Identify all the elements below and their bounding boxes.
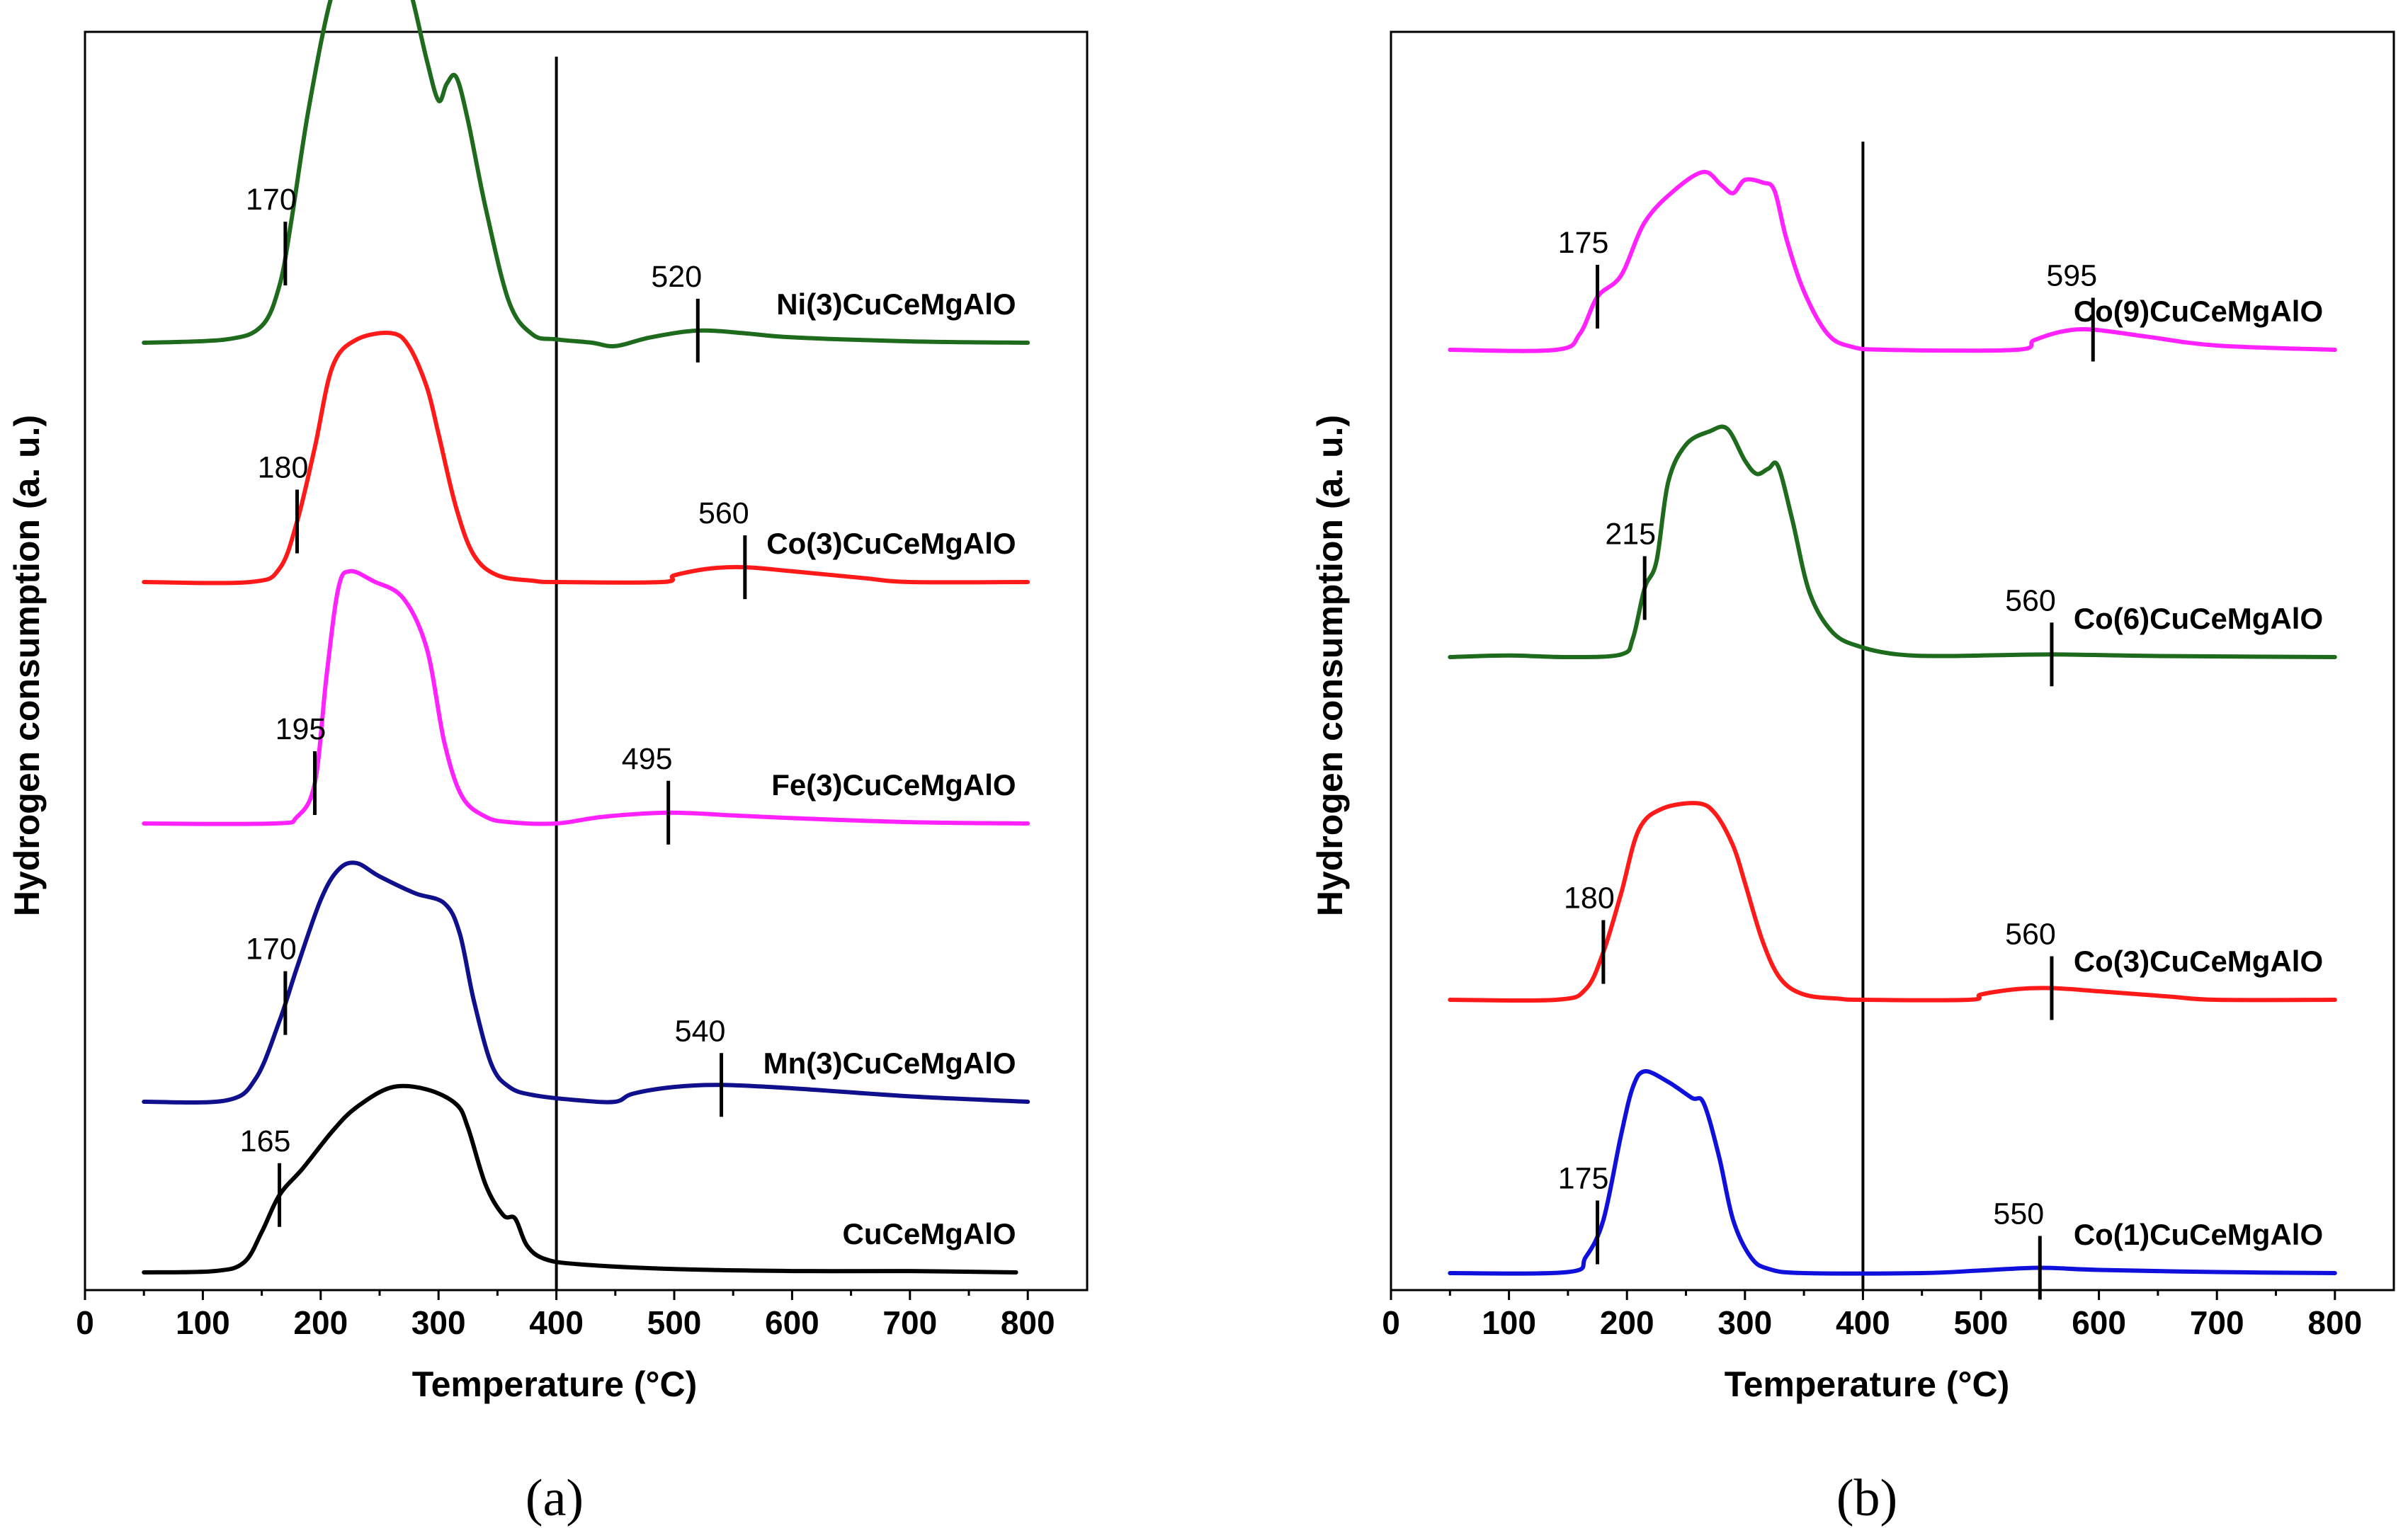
panel-a-x-axis-label: Temperature (°C)	[412, 1364, 697, 1404]
panel-b-series: Co(9)CuCeMgAlO 175 595 Co(6)CuCeMgAlO 215 560…	[1448, 169, 2337, 1300]
peak-label: 180	[258, 451, 309, 485]
series-label: Co(3)CuCeMgAlO	[2074, 945, 2323, 978]
peak-label: 560	[2005, 918, 2056, 952]
x-tick-label: 600	[2072, 1304, 2126, 1341]
series-label: Co(6)CuCeMgAlO	[2074, 602, 2323, 635]
x-tick-label: 0	[1382, 1304, 1400, 1341]
series-label: Co(9)CuCeMgAlO	[2074, 295, 2323, 328]
panel-b-x-axis-label: Temperature (°C)	[1725, 1364, 2009, 1404]
peak-label: 520	[651, 260, 702, 294]
x-tick-label: 600	[765, 1304, 819, 1341]
x-tick-label: 200	[293, 1304, 348, 1341]
peak-label: 175	[1558, 226, 1609, 260]
peak-label: 560	[698, 496, 749, 530]
series-line-co-3-cucemgalo	[142, 331, 1030, 586]
panel-a: 0 100 200 300 400 500 600 700 800 Ni(3)CuCeMgAlO…	[7, 0, 1089, 1527]
series-line-cucemgalo	[142, 1083, 1018, 1275]
series-label: CuCeMgAlO	[843, 1217, 1016, 1250]
peak-label: 165	[240, 1124, 291, 1158]
x-tick-label: 100	[176, 1304, 230, 1341]
x-tick-label: 700	[882, 1304, 937, 1341]
series-line-co-1-cucemgalo	[1448, 1068, 2337, 1276]
panel-a-x-axis: 0 100 200 300 400 500 600 700 800	[76, 1290, 1055, 1341]
panel-b-y-axis-label: Hydrogen consumption (a. u.)	[1310, 415, 1350, 916]
peak-label: 180	[1564, 882, 1615, 916]
series-line-fe-3-cucemgalo	[142, 569, 1030, 826]
x-tick-label: 400	[529, 1304, 584, 1341]
panel-b-caption: (b)	[1836, 1469, 1897, 1527]
x-tick-label: 100	[1482, 1304, 1536, 1341]
peak-label: 195	[276, 712, 326, 746]
panel-b-plot-area	[1390, 30, 2395, 1292]
panel-a-y-axis-label: Hydrogen consumption (a. u.)	[7, 415, 47, 916]
series-label: Mn(3)CuCeMgAlO	[763, 1047, 1016, 1080]
x-tick-label: 800	[2307, 1304, 2362, 1341]
peak-label: 540	[675, 1014, 726, 1048]
x-tick-label: 300	[1717, 1304, 1772, 1341]
x-tick-label: 700	[2190, 1304, 2244, 1341]
panel-b-x-axis: 0 100 200 300 400 500 600 700 800	[1382, 1290, 2362, 1341]
x-tick-label: 800	[1001, 1304, 1055, 1341]
panel-b: 0 100 200 300 400 500 600 700 800 Co(9)CuCeMgAlO…	[1310, 30, 2395, 1527]
series-line-co-6-cucemgalo	[1448, 424, 2337, 660]
peak-label: 495	[622, 742, 673, 776]
peak-label: 175	[1558, 1162, 1609, 1196]
x-tick-label: 400	[1836, 1304, 1890, 1341]
panel-a-series: Ni(3)CuCeMgAlO 170 520 Co(3)CuCeMgAlO 180 560…	[142, 0, 1030, 1275]
series-line-co-3-cucemgalo	[1448, 801, 2337, 1003]
panel-a-caption: (a)	[526, 1469, 584, 1527]
series-label: Co(3)CuCeMgAlO	[766, 527, 1016, 560]
peak-label: 560	[2005, 583, 2056, 617]
peak-label: 215	[1605, 518, 1656, 552]
x-tick-label: 200	[1600, 1304, 1654, 1341]
series-line-co-9-cucemgalo	[1448, 169, 2337, 353]
x-tick-label: 500	[1954, 1304, 2009, 1341]
peak-label: 550	[1993, 1197, 2044, 1231]
peak-label: 170	[246, 183, 297, 217]
x-tick-label: 0	[76, 1304, 94, 1341]
series-label: Fe(3)CuCeMgAlO	[771, 768, 1016, 802]
x-tick-label: 300	[411, 1304, 466, 1341]
peak-label: 595	[2046, 259, 2097, 293]
x-tick-label: 500	[647, 1304, 702, 1341]
series-label: Ni(3)CuCeMgAlO	[776, 287, 1016, 321]
panel-a-plot-area	[84, 30, 1089, 1292]
series-label: Co(1)CuCeMgAlO	[2074, 1218, 2323, 1251]
peak-label: 170	[246, 933, 297, 967]
